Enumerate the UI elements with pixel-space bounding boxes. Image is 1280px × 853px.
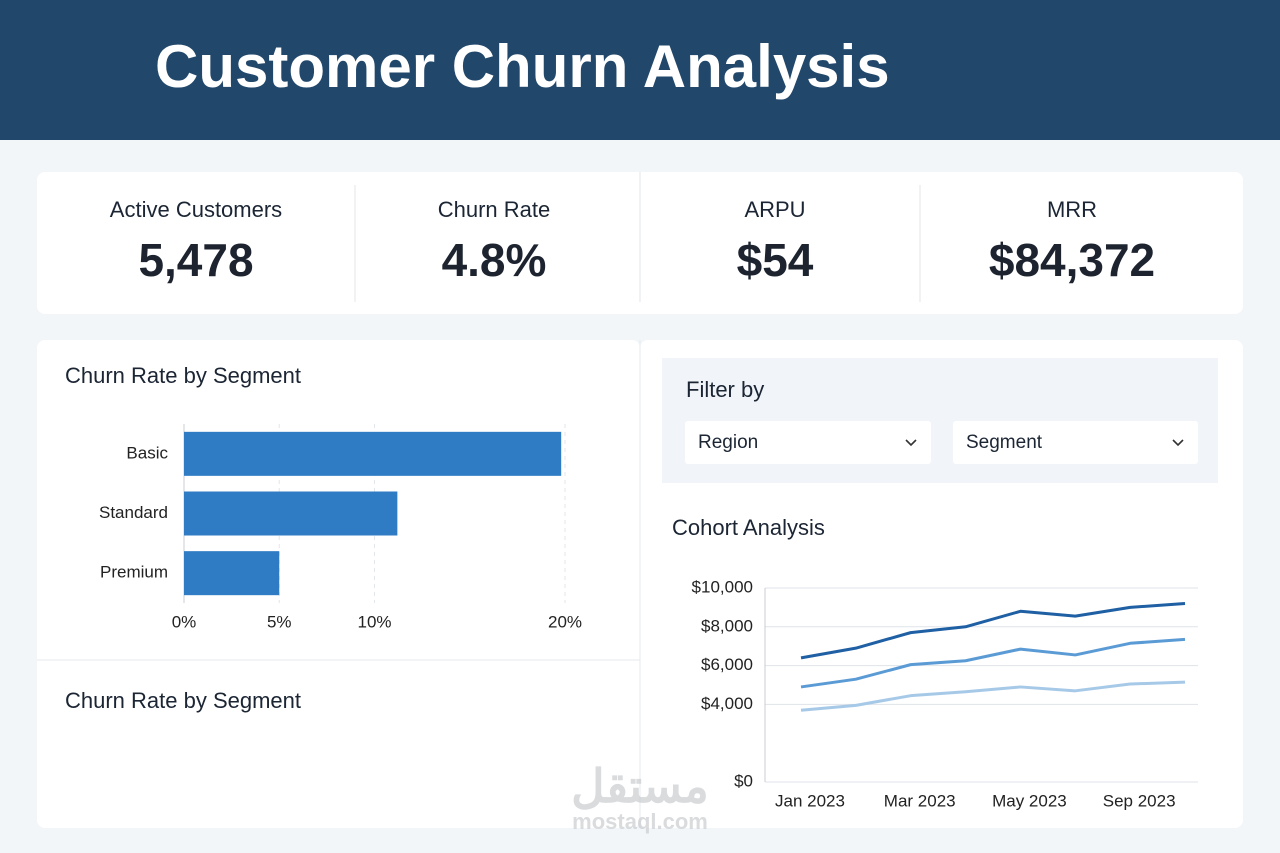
line-series — [800, 680, 1186, 712]
x-tick-label: 20% — [548, 612, 582, 631]
x-tick-label: 10% — [357, 612, 391, 631]
y-tick-label: $4,000 — [701, 694, 753, 713]
x-tick-label: 5% — [267, 612, 292, 631]
kpi-label: ARPU — [744, 197, 805, 222]
chevron[interactable] — [905, 439, 917, 447]
kpi-label: Churn Rate — [438, 197, 551, 222]
line-series — [800, 602, 1186, 660]
x-tick-label: Mar 2023 — [884, 791, 956, 810]
panel-title: Churn Rate by Segment — [65, 688, 301, 713]
x-tick-label: Jan 2023 — [775, 791, 845, 810]
kpi-value: $84,372 — [989, 234, 1155, 286]
dropdown[interactable] — [953, 421, 1198, 464]
chevron[interactable] — [1172, 439, 1184, 447]
header-bar — [0, 0, 1280, 140]
y-tick-label: Premium — [100, 563, 168, 582]
x-tick-label: 0% — [172, 612, 197, 631]
bar — [184, 431, 562, 476]
filter-title: Filter by — [686, 377, 764, 402]
dropdown[interactable] — [685, 421, 931, 464]
left-panel — [37, 340, 640, 828]
watermark-logo: مستقل — [571, 760, 709, 812]
kpi-value: $54 — [737, 234, 814, 286]
kpi-label: Active Customers — [110, 197, 282, 222]
watermark-url: mostaql.com — [572, 809, 708, 834]
y-tick-label: Standard — [99, 503, 168, 522]
bar — [184, 551, 280, 596]
dropdown-label[interactable]: Segment — [966, 432, 1043, 453]
y-tick-label: $0 — [734, 771, 753, 790]
line-series — [800, 637, 1186, 689]
page-title: Customer Churn Analysis — [155, 33, 890, 100]
dropdown-label[interactable]: Region — [698, 432, 758, 453]
kpi-value: 5,478 — [138, 234, 253, 286]
kpi-value: 4.8% — [442, 234, 547, 286]
y-tick-label: $8,000 — [701, 616, 753, 635]
y-tick-label: $6,000 — [701, 655, 753, 674]
kpi-label: MRR — [1047, 197, 1097, 222]
y-tick-label: $10,000 — [692, 577, 753, 596]
y-tick-label: Basic — [126, 443, 168, 462]
x-tick-label: May 2023 — [992, 791, 1067, 810]
panel-title: Churn Rate by Segment — [65, 363, 301, 388]
bar — [184, 491, 398, 536]
panel-title: Cohort Analysis — [672, 515, 825, 540]
x-tick-label: Sep 2023 — [1103, 791, 1176, 810]
